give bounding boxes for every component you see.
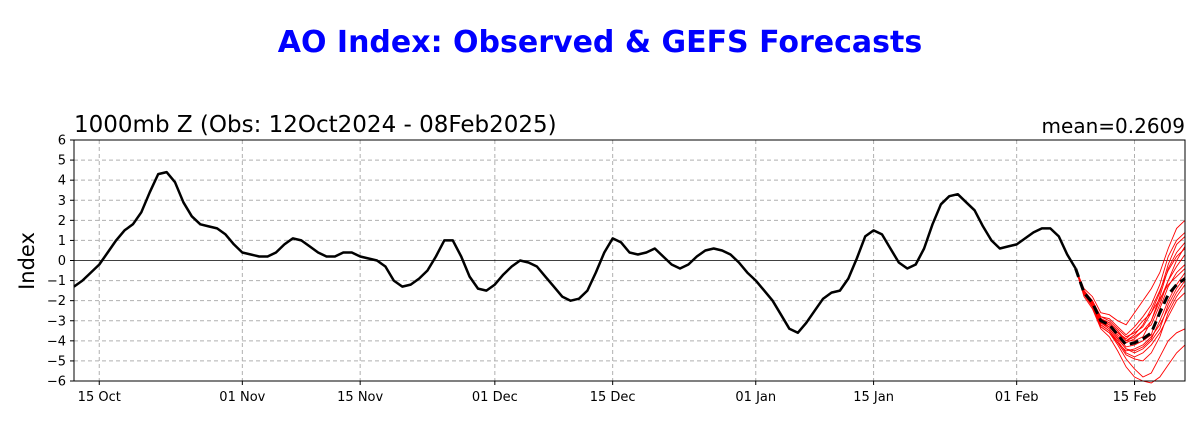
ensemble-member-line-15 bbox=[1075, 242, 1186, 342]
ensemble-member-line-5 bbox=[1075, 248, 1186, 342]
y-tick-label: −5 bbox=[47, 354, 66, 369]
y-tick-label: 4 bbox=[58, 174, 66, 189]
x-tick-label: 15 Nov bbox=[337, 390, 383, 405]
ensemble-member-line-13 bbox=[1075, 246, 1186, 342]
y-tick-label: 3 bbox=[58, 194, 66, 209]
y-tick-label: −2 bbox=[47, 294, 66, 309]
y-tick-label: −1 bbox=[47, 274, 66, 289]
ensemble-member-line-1 bbox=[1075, 219, 1186, 326]
chart-title: AO Index: Observed & GEFS Forecasts bbox=[278, 25, 922, 60]
x-tick-label: 01 Jan bbox=[735, 390, 776, 405]
y-tick-label: −3 bbox=[47, 314, 66, 329]
observed-series-line bbox=[73, 170, 1077, 335]
x-tick-label: 15 Dec bbox=[590, 390, 636, 405]
chart-subtitle: 1000mb Z (Obs: 12Oct2024 - 08Feb2025) bbox=[74, 112, 557, 138]
y-tick-label: −4 bbox=[47, 334, 66, 349]
x-axis-ticks: 15 Oct 01 Nov 15 Nov 01 Dec 15 Dec 01 Jan 15 J… bbox=[78, 381, 1157, 405]
y-tick-label: 6 bbox=[58, 134, 66, 149]
y-tick-label: 1 bbox=[58, 234, 66, 249]
ensemble-member-line-12 bbox=[1075, 268, 1186, 362]
y-tick-label: 2 bbox=[58, 214, 66, 229]
y-axis-ticks: −6 −5 −4 −3 −2 −1 0 1 2 3 4 5 6 bbox=[47, 134, 74, 390]
y-tick-label: 0 bbox=[58, 254, 66, 269]
x-tick-label: 15 Feb bbox=[1113, 390, 1157, 405]
y-axis-label: Index bbox=[15, 232, 39, 290]
y-tick-label: −6 bbox=[47, 375, 66, 390]
ensemble-member-line-2 bbox=[1075, 268, 1186, 384]
ensemble-member-line-14 bbox=[1075, 268, 1186, 352]
x-tick-label: 01 Nov bbox=[219, 390, 265, 405]
x-tick-label: 15 Oct bbox=[78, 390, 121, 405]
ensemble-members bbox=[1075, 219, 1186, 384]
ensemble-mean-line bbox=[1074, 268, 1186, 347]
x-tick-label: 01 Feb bbox=[995, 390, 1039, 405]
y-tick-label: 5 bbox=[58, 154, 66, 169]
x-tick-label: 15 Jan bbox=[853, 390, 894, 405]
mean-label: mean=0.2609 bbox=[1042, 114, 1185, 138]
x-tick-label: 01 Dec bbox=[472, 390, 518, 405]
